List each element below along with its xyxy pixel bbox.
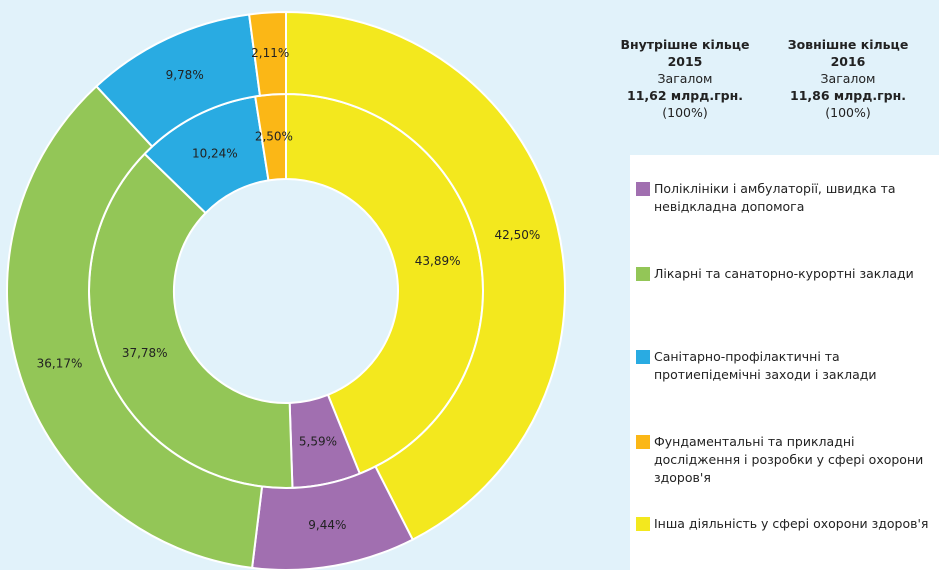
legend-label: Санітарно-профілактичні та протиепідеміч… xyxy=(654,349,877,382)
legend: Поліклініки і амбулаторії, швидка та нев… xyxy=(630,155,939,570)
value-label: 2,11% xyxy=(251,46,289,60)
legend-swatch xyxy=(636,182,650,196)
legend-label: Інша діяльність у сфері охорони здоров'я xyxy=(654,516,929,531)
ring-name: Внутрішне кільце xyxy=(620,37,750,52)
legend-label: Фундаментальні та прикладні дослідження … xyxy=(654,434,924,485)
total-caption: Загалом xyxy=(657,71,713,86)
value-label: 9,78% xyxy=(166,68,204,82)
donut-chart: 43,89% 5,59% 37,78% 10,24% 2,50% 42,50% 9,44% 3… xyxy=(6,10,566,570)
ring-name: Зовнішне кільце xyxy=(787,37,909,52)
donut-segment xyxy=(285,10,566,541)
legend-label: Поліклініки і амбулаторії, швидка та нев… xyxy=(654,181,896,214)
value-label: 5,59% xyxy=(299,435,337,449)
value-label: 36,17% xyxy=(37,357,83,371)
value-label: 43,89% xyxy=(415,254,461,268)
legend-swatch xyxy=(636,517,650,531)
inner-ring-header: Внутрішне кільце 2015 Загалом 11,62 млрд… xyxy=(610,36,760,121)
legend-item: Лікарні та санаторно-курортні заклади xyxy=(636,265,936,283)
legend-item: Поліклініки і амбулаторії, швидка та нев… xyxy=(636,180,936,216)
legend-item: Санітарно-профілактичні та протиепідеміч… xyxy=(636,348,936,384)
ring-year: 2015 xyxy=(667,54,703,69)
legend-item: Фундаментальні та прикладні дослідження … xyxy=(636,433,936,487)
value-label: 9,44% xyxy=(308,518,346,532)
total-share: (100%) xyxy=(662,105,708,120)
legend-item: Інша діяльність у сфері охорони здоров'я xyxy=(636,515,936,533)
donut-segment xyxy=(6,84,264,570)
total: 11,62 млрд.грн. xyxy=(627,88,743,103)
total-share: (100%) xyxy=(825,105,871,120)
total-caption: Загалом xyxy=(820,71,876,86)
legend-swatch xyxy=(636,435,650,449)
legend-label: Лікарні та санаторно-курортні заклади xyxy=(654,266,914,281)
value-label: 10,24% xyxy=(192,146,238,160)
value-label: 42,50% xyxy=(495,228,541,242)
value-label: 37,78% xyxy=(122,346,168,360)
legend-swatch xyxy=(636,350,650,364)
total: 11,86 млрд.грн. xyxy=(790,88,906,103)
donut-segment xyxy=(247,10,287,97)
ring-year: 2016 xyxy=(830,54,866,69)
legend-swatch xyxy=(636,267,650,281)
outer-ring-header: Зовнішне кільце 2016 Загалом 11,86 млрд.… xyxy=(773,36,923,121)
value-label: 2,50% xyxy=(255,129,293,143)
